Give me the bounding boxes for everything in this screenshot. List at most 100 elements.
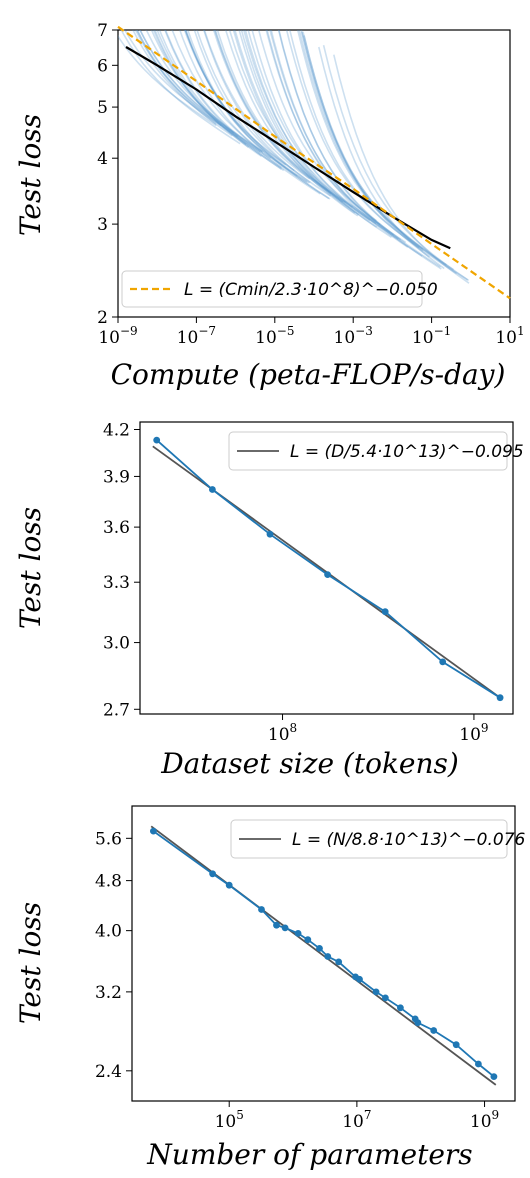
x-tick-label: 10−1 bbox=[412, 324, 451, 348]
y-tick-label: 3.3 bbox=[103, 573, 130, 593]
training-run-line bbox=[285, 30, 420, 249]
data-point bbox=[381, 608, 389, 616]
x-axis-label: Number of parameters bbox=[146, 1138, 472, 1171]
training-run-line bbox=[136, 30, 233, 137]
legend-label: L = (D/5.4·10^13)^−0.095 bbox=[290, 442, 524, 462]
training-run-line bbox=[186, 30, 331, 200]
legend-box bbox=[230, 819, 508, 859]
training-run-line bbox=[333, 54, 470, 284]
data-point bbox=[304, 936, 312, 944]
legend: L = (N/8.8·10^13)^−0.076 bbox=[230, 819, 526, 859]
x-tick-label: 108 bbox=[268, 721, 297, 745]
data-point bbox=[382, 994, 389, 1002]
x-tick-label: 109 bbox=[470, 1108, 499, 1132]
fit-line bbox=[150, 825, 497, 1086]
data-point bbox=[150, 827, 157, 835]
legend: L = (D/5.4·10^13)^−0.095 bbox=[228, 431, 524, 471]
data-point bbox=[430, 1027, 438, 1034]
data-line bbox=[152, 830, 495, 1078]
axis-ticks: 10−9 10−7 10−5 10−3 10−1 101 2 3 4 5 6 7 bbox=[97, 21, 524, 348]
training-run-line bbox=[136, 30, 261, 153]
x-axis-label: Dataset size (tokens) bbox=[160, 747, 459, 780]
training-run-line bbox=[184, 30, 308, 183]
training-run-line bbox=[184, 30, 298, 177]
training-run-line bbox=[152, 30, 247, 145]
training-run-line bbox=[123, 30, 222, 127]
axis-ticks: 105 107 109 2.4 3.2 4.0 4.8 5.6 bbox=[95, 829, 499, 1132]
training-run-line bbox=[242, 30, 399, 240]
training-run-line bbox=[302, 31, 469, 281]
training-run-line bbox=[278, 30, 442, 270]
training-run-line bbox=[193, 30, 330, 200]
dataset-loss-chart: 108 109 2.7 3.0 3.3 3.6 3.9 4.2 L = (D/5.4·10^1… bbox=[14, 420, 524, 780]
training-run-line bbox=[154, 30, 249, 148]
series-lines bbox=[152, 436, 504, 702]
data-point bbox=[356, 975, 363, 983]
x-tick-label: 107 bbox=[342, 1108, 371, 1132]
y-tick-label: 3.9 bbox=[103, 467, 130, 487]
training-run-line bbox=[257, 30, 377, 222]
data-point bbox=[209, 870, 217, 878]
x-tick-label: 109 bbox=[459, 721, 488, 745]
data-point bbox=[153, 436, 161, 444]
training-run-line bbox=[118, 34, 217, 127]
y-tick-label: 7 bbox=[97, 21, 108, 41]
y-tick-label: 6 bbox=[97, 56, 108, 76]
plot-frame bbox=[117, 29, 511, 318]
legend-box bbox=[228, 431, 508, 471]
training-run-line bbox=[156, 30, 262, 157]
training-run-line bbox=[178, 30, 321, 195]
training-run-line bbox=[240, 30, 378, 228]
y-tick-label: 2.4 bbox=[95, 1062, 122, 1082]
data-point bbox=[294, 930, 302, 937]
legend-label: L = (Cmin/2.3·10^8)^−0.050 bbox=[184, 280, 438, 300]
training-run-line bbox=[300, 31, 457, 275]
y-tick-label: 4.0 bbox=[95, 922, 122, 942]
training-run-line bbox=[139, 30, 264, 153]
legend-label: L = (N/8.8·10^13)^−0.076 bbox=[292, 830, 526, 850]
training-run-line bbox=[244, 30, 392, 238]
frontier-line bbox=[125, 46, 451, 250]
data-point bbox=[316, 945, 323, 952]
data-line bbox=[156, 439, 501, 699]
data-point bbox=[258, 906, 265, 913]
parameters-loss-chart: 105 107 109 2.4 3.2 4.0 4.8 5.6 L = (N/8.8·10^1… bbox=[14, 805, 526, 1171]
data-point bbox=[452, 1041, 460, 1049]
training-run-line bbox=[266, 30, 409, 248]
training-run-line bbox=[145, 30, 263, 152]
training-run-line bbox=[164, 30, 282, 170]
training-run-line bbox=[203, 30, 311, 180]
x-tick-label: 10−9 bbox=[98, 324, 137, 348]
data-point bbox=[273, 921, 280, 929]
training-run-line bbox=[214, 30, 354, 208]
y-tick-label: 5.6 bbox=[95, 829, 122, 849]
compute-loss-chart: 10−9 10−7 10−5 10−3 10−1 101 2 3 4 5 6 7 L = (Cmin/… bbox=[14, 21, 525, 391]
y-tick-label: 3.2 bbox=[95, 983, 122, 1003]
training-run-line bbox=[202, 30, 311, 184]
legend: L = (Cmin/2.3·10^8)^−0.050 bbox=[121, 270, 438, 308]
data-point bbox=[324, 571, 331, 578]
training-run-line bbox=[228, 30, 381, 226]
x-tick-label: 10−5 bbox=[255, 324, 294, 348]
x-tick-label: 10−3 bbox=[334, 324, 373, 348]
y-tick-label: 3 bbox=[97, 215, 108, 235]
series-lines bbox=[150, 825, 498, 1086]
y-axis-label: Test loss bbox=[14, 114, 47, 236]
data-point bbox=[372, 988, 380, 996]
training-runs bbox=[118, 30, 470, 284]
training-run-line bbox=[171, 30, 310, 184]
plot-frame bbox=[131, 805, 516, 1102]
data-point bbox=[439, 658, 447, 666]
y-tick-label: 3.0 bbox=[103, 634, 130, 654]
training-run-line bbox=[303, 35, 430, 258]
plot-frame bbox=[139, 421, 514, 715]
data-point bbox=[414, 1019, 422, 1027]
training-run-line bbox=[270, 30, 423, 257]
x-tick-label: 105 bbox=[215, 1108, 244, 1132]
x-axis-label: Compute (peta-FLOP/s-day) bbox=[111, 358, 506, 391]
training-run-line bbox=[158, 30, 285, 172]
training-run-line bbox=[164, 30, 282, 169]
series-lines bbox=[117, 25, 511, 300]
training-run-line bbox=[277, 30, 441, 268]
